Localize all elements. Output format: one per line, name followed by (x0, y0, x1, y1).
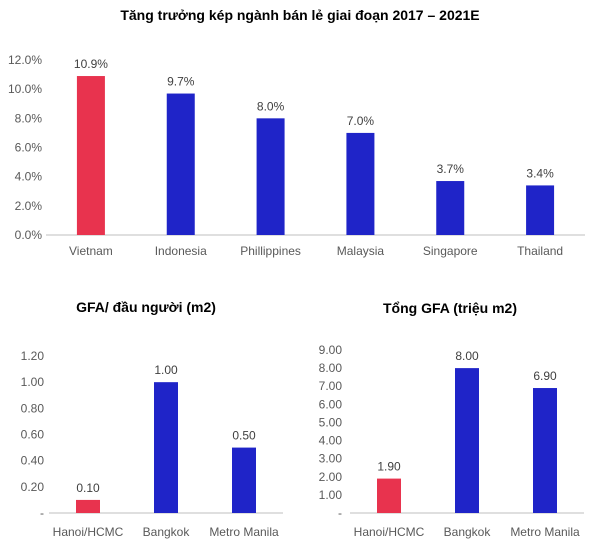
chart-title: Tăng trưởng kép ngành bán lẻ giai đoạn 2… (120, 7, 479, 23)
y-tick-label: 0.60 (21, 428, 45, 442)
data-label: 10.9% (74, 57, 108, 71)
data-label: 1.90 (377, 460, 401, 474)
y-tick-label: 6.0% (15, 141, 43, 155)
category-label: Bangkok (444, 525, 492, 539)
chart-2: GFA/ đầu người (m2) - 0.20 0.40 0.60 0.80 1.00… (21, 299, 283, 539)
chart-title: GFA/ đầu người (m2) (76, 299, 216, 315)
data-label: 1.00 (154, 363, 178, 377)
category-label: Phillippines (240, 244, 301, 258)
data-label: 3.4% (526, 166, 554, 180)
category-label: Metro Manila (209, 525, 279, 539)
data-label: 8.00 (455, 349, 479, 363)
y-tick-label: 4.0% (15, 170, 43, 184)
y-tick-label: 0.0% (15, 228, 43, 242)
data-label: 7.0% (347, 114, 375, 128)
y-tick-label: 12.0% (8, 53, 42, 67)
y-tick-label: 1.00 (319, 488, 343, 502)
y-tick-label: 8.0% (15, 111, 43, 125)
data-label: 0.10 (76, 481, 100, 495)
y-tick-label: 7.00 (319, 379, 343, 393)
chart-title: Tổng GFA (triệu m2) (383, 300, 517, 316)
category-label: Hanoi/HCMC (53, 525, 124, 539)
chart-3: Tổng GFA (triệu m2) - 1.00 2.00 3.00 4.00 5.00… (319, 300, 584, 539)
y-tick-label: - (338, 506, 342, 520)
bar (455, 368, 479, 513)
y-tick-label: - (40, 506, 44, 520)
y-tick-label: 8.00 (319, 361, 343, 375)
y-tick-label: 6.00 (319, 397, 343, 411)
bar (436, 181, 465, 235)
bar (346, 132, 375, 235)
category-label: Singapore (423, 244, 478, 258)
y-tick-label: 0.40 (21, 454, 45, 468)
category-label: Thailand (517, 244, 563, 258)
data-label: 8.0% (257, 99, 285, 113)
y-tick-label: 4.00 (319, 434, 343, 448)
y-tick-label: 1.00 (21, 375, 45, 389)
bar (256, 118, 285, 235)
y-tick-label: 1.20 (21, 349, 45, 363)
bar (533, 388, 557, 513)
y-tick-label: 5.00 (319, 415, 343, 429)
chart-1: Tăng trưởng kép ngành bán lẻ giai đoạn 2… (8, 7, 585, 258)
data-label: 6.90 (533, 369, 557, 383)
y-tick-label: 9.00 (319, 343, 343, 357)
y-tick-label: 3.00 (319, 452, 343, 466)
y-tick-label: 10.0% (8, 82, 42, 96)
category-label: Bangkok (143, 525, 191, 539)
data-label: 3.7% (437, 162, 465, 176)
y-tick-label: 0.20 (21, 480, 45, 494)
category-label: Hanoi/HCMC (354, 525, 425, 539)
data-label: 0.50 (232, 429, 256, 443)
bar (76, 76, 105, 236)
bar (166, 93, 195, 236)
bar (76, 499, 100, 513)
bar (232, 447, 256, 513)
bar (154, 382, 178, 513)
y-tick-label: 2.0% (15, 199, 43, 213)
bar (526, 185, 555, 235)
category-label: Metro Manila (510, 525, 580, 539)
category-label: Indonesia (155, 244, 207, 258)
category-label: Malaysia (337, 244, 385, 258)
y-tick-label: 0.80 (21, 401, 45, 415)
category-label: Vietnam (69, 244, 113, 258)
y-tick-label: 2.00 (319, 470, 343, 484)
data-label: 9.7% (167, 75, 195, 89)
bar (377, 478, 401, 513)
